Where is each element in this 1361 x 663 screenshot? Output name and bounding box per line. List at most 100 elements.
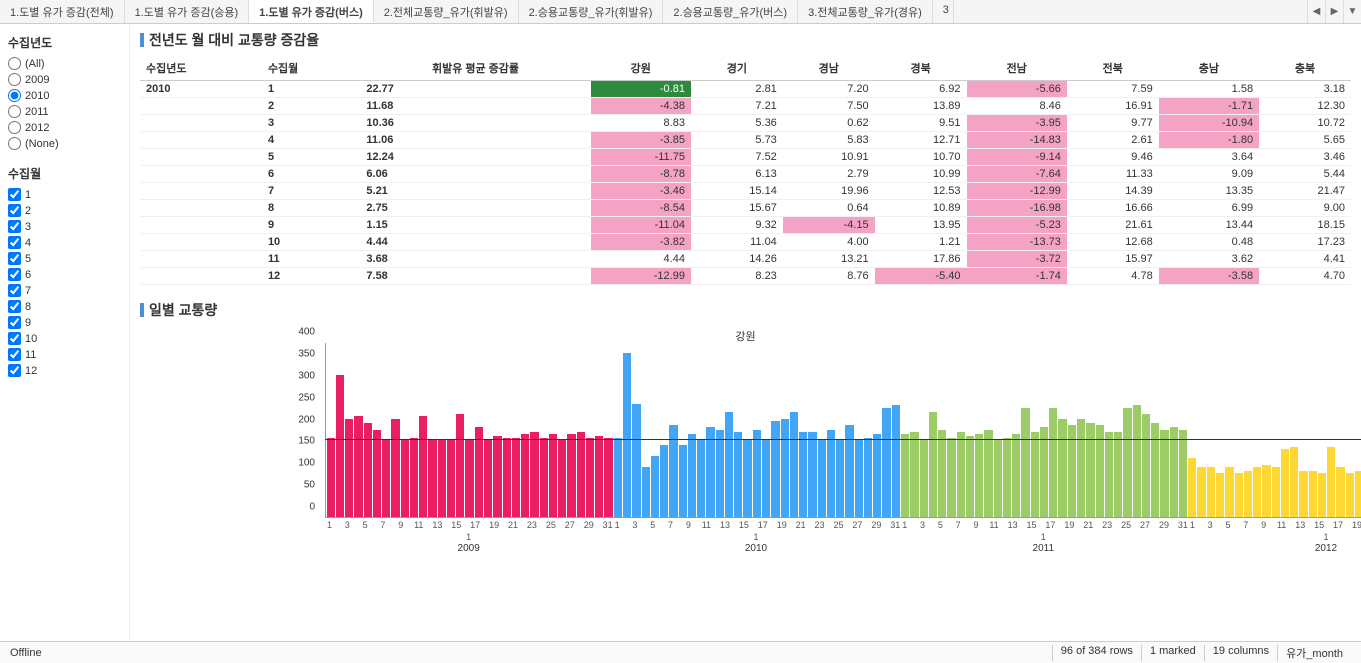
year-filter-2010[interactable]: 2010 xyxy=(8,89,121,102)
bar[interactable] xyxy=(966,436,974,517)
bar[interactable] xyxy=(679,445,687,517)
bar[interactable] xyxy=(929,412,937,517)
tab-3[interactable]: 2.전체교통량_유가(휘발유) xyxy=(374,0,519,23)
col-header[interactable]: 휘발유 평균 증감률 xyxy=(360,58,590,81)
bar[interactable] xyxy=(428,440,436,517)
bar[interactable] xyxy=(1327,447,1335,517)
bar[interactable] xyxy=(1123,408,1131,517)
bar[interactable] xyxy=(410,438,418,517)
bar[interactable] xyxy=(725,412,733,517)
month-filter-7[interactable]: 7 xyxy=(8,284,121,297)
bar[interactable] xyxy=(864,438,872,517)
bar[interactable] xyxy=(521,434,529,517)
bar[interactable] xyxy=(1021,408,1029,517)
year-filter-(None)[interactable]: (None) xyxy=(8,137,121,150)
table-row[interactable]: 211.68-4.387.217.5013.898.4616.91-1.7112… xyxy=(140,98,1351,115)
month-filter-9[interactable]: 9 xyxy=(8,316,121,329)
year-filter-2012[interactable]: 2012 xyxy=(8,121,121,134)
bar[interactable] xyxy=(632,404,640,517)
bar[interactable] xyxy=(614,438,622,517)
bar[interactable] xyxy=(493,436,501,517)
bar[interactable] xyxy=(743,440,751,517)
bar[interactable] xyxy=(994,440,1002,517)
tab-scroll-left[interactable]: ◀ xyxy=(1307,0,1325,23)
table-row[interactable]: 91.15-11.049.32-4.1513.95-5.2321.6113.44… xyxy=(140,217,1351,234)
bar[interactable] xyxy=(1290,447,1298,517)
bar[interactable] xyxy=(753,430,761,518)
tab-1[interactable]: 1.도별 유가 증감(승용) xyxy=(125,0,250,23)
bar[interactable] xyxy=(1309,471,1317,517)
bar[interactable] xyxy=(1235,473,1243,517)
bar[interactable] xyxy=(855,440,863,517)
bar[interactable] xyxy=(660,445,668,517)
bar[interactable] xyxy=(1272,467,1280,517)
month-filter-8[interactable]: 8 xyxy=(8,300,121,313)
bar[interactable] xyxy=(1281,449,1289,517)
bar[interactable] xyxy=(1086,423,1094,517)
bar[interactable] xyxy=(1216,473,1224,517)
bar[interactable] xyxy=(1244,471,1252,517)
col-header[interactable]: 전북 xyxy=(1067,58,1159,81)
bar[interactable] xyxy=(818,440,826,517)
bar[interactable] xyxy=(1142,414,1150,517)
bar[interactable] xyxy=(336,375,344,517)
month-filter-6[interactable]: 6 xyxy=(8,268,121,281)
bar[interactable] xyxy=(1299,471,1307,517)
bar[interactable] xyxy=(438,440,446,517)
bar[interactable] xyxy=(465,440,473,517)
bar[interactable] xyxy=(382,440,390,517)
col-header[interactable]: 충북 xyxy=(1259,58,1351,81)
bar[interactable] xyxy=(373,430,381,518)
bar[interactable] xyxy=(549,434,557,517)
bar[interactable] xyxy=(882,408,890,517)
month-filter-10[interactable]: 10 xyxy=(8,332,121,345)
bar[interactable] xyxy=(345,419,353,517)
bar[interactable] xyxy=(642,467,650,517)
year-filter-(All)[interactable]: (All) xyxy=(8,57,121,70)
tab-4[interactable]: 2.승용교통량_유가(휘발유) xyxy=(519,0,664,23)
year-filter-2011[interactable]: 2011 xyxy=(8,105,121,118)
bar[interactable] xyxy=(1197,467,1205,517)
bar[interactable] xyxy=(957,432,965,517)
bar[interactable] xyxy=(1133,405,1141,517)
col-header[interactable]: 경남 xyxy=(783,58,875,81)
col-header[interactable]: 수집년도 xyxy=(140,58,262,81)
month-filter-1[interactable]: 1 xyxy=(8,188,121,201)
bar[interactable] xyxy=(456,414,464,517)
bar[interactable] xyxy=(586,438,594,517)
table-row[interactable]: 2010122.77-0.812.817.206.92-5.667.591.58… xyxy=(140,81,1351,98)
bar[interactable] xyxy=(567,434,575,517)
table-row[interactable]: 512.24-11.757.5210.9110.70-9.149.463.643… xyxy=(140,149,1351,166)
table-row[interactable]: 75.21-3.4615.1419.9612.53-12.9914.3913.3… xyxy=(140,183,1351,200)
bar[interactable] xyxy=(790,412,798,517)
col-header[interactable]: 강원 xyxy=(591,58,691,81)
bar[interactable] xyxy=(1031,432,1039,517)
bar[interactable] xyxy=(651,456,659,517)
table-row[interactable]: 411.06-3.855.735.8312.71-14.832.61-1.805… xyxy=(140,132,1351,149)
bar[interactable] xyxy=(1188,458,1196,517)
table-row[interactable]: 113.684.4414.2613.2117.86-3.7215.973.624… xyxy=(140,251,1351,268)
tab-truncated[interactable]: 3 xyxy=(933,0,954,23)
bar[interactable] xyxy=(1170,427,1178,517)
bar[interactable] xyxy=(771,421,779,517)
bar[interactable] xyxy=(447,440,455,517)
bar[interactable] xyxy=(1160,430,1168,518)
bar[interactable] xyxy=(540,438,548,517)
bar[interactable] xyxy=(327,438,335,517)
bar[interactable] xyxy=(1262,465,1270,518)
bar[interactable] xyxy=(484,440,492,517)
bar[interactable] xyxy=(1077,419,1085,517)
bar[interactable] xyxy=(920,440,928,517)
bar[interactable] xyxy=(577,432,585,517)
month-filter-5[interactable]: 5 xyxy=(8,252,121,265)
bar[interactable] xyxy=(808,432,816,517)
bar[interactable] xyxy=(1040,427,1048,517)
bar[interactable] xyxy=(512,438,520,517)
bar[interactable] xyxy=(873,434,881,517)
bar[interactable] xyxy=(1179,430,1187,518)
month-filter-3[interactable]: 3 xyxy=(8,220,121,233)
bar[interactable] xyxy=(530,432,538,517)
month-filter-11[interactable]: 11 xyxy=(8,348,121,361)
tab-2[interactable]: 1.도별 유가 증감(버스) xyxy=(249,0,374,23)
bar[interactable] xyxy=(419,416,427,517)
